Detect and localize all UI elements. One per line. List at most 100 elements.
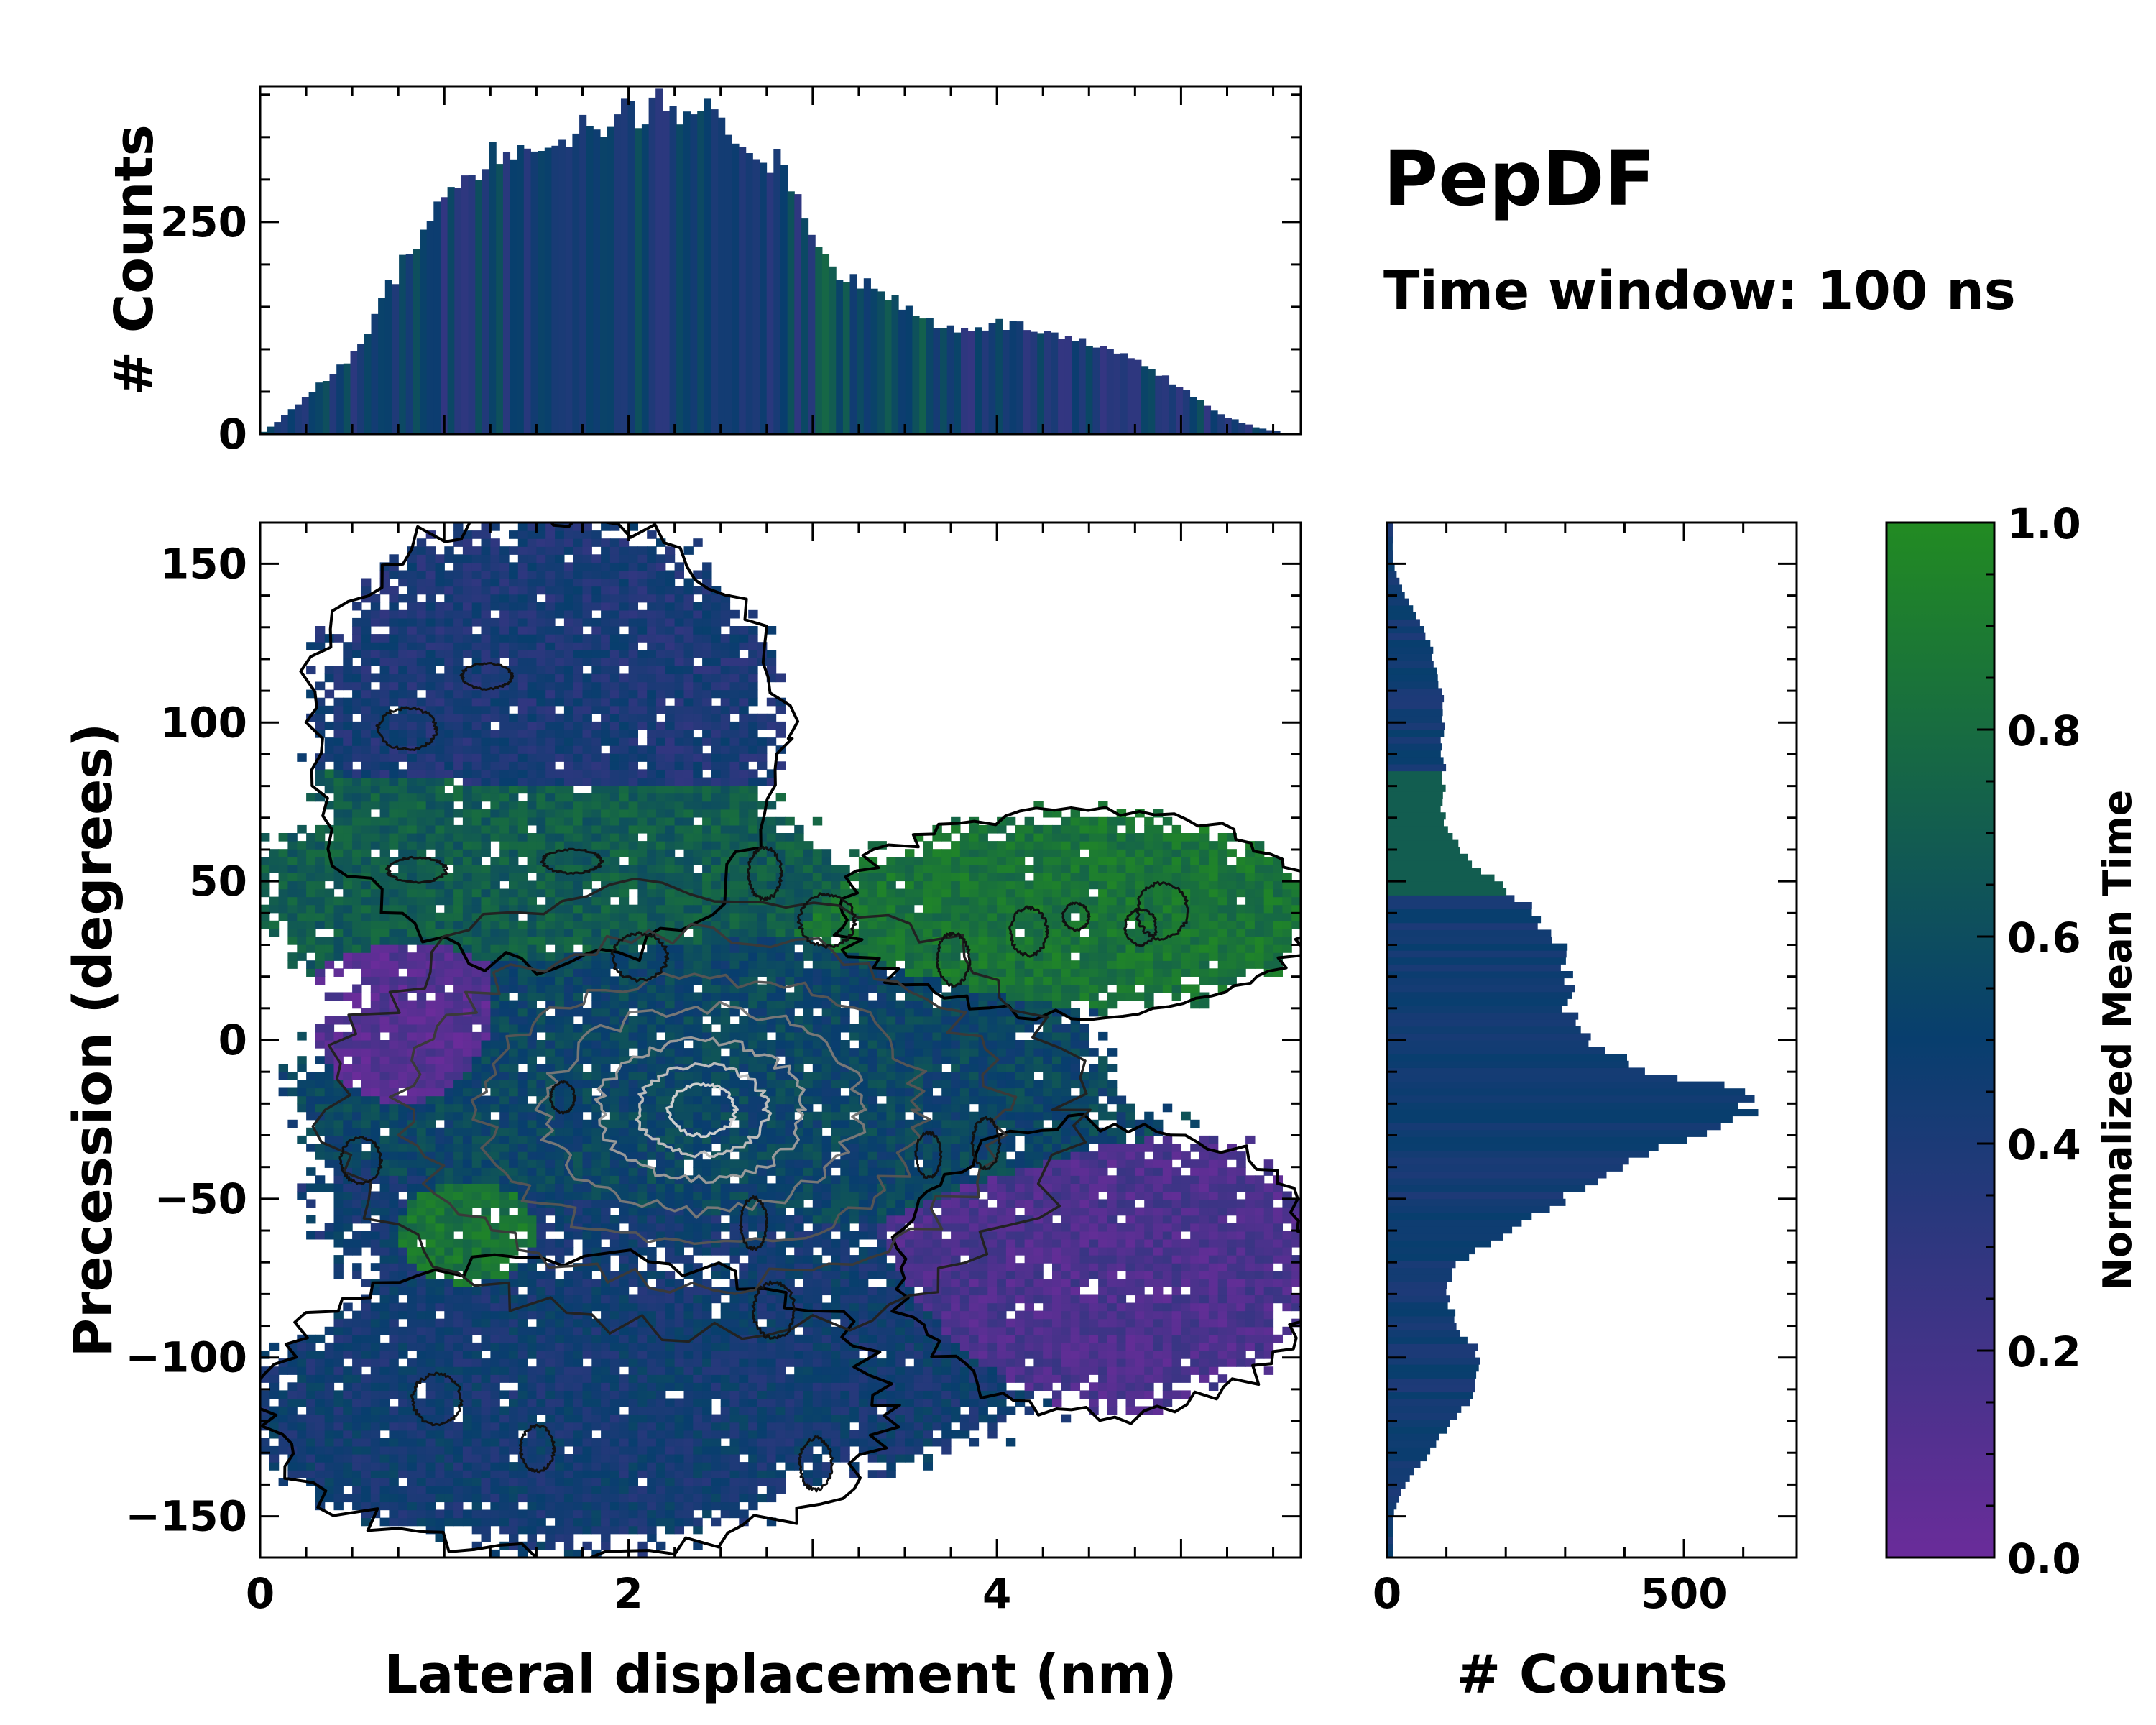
heatmap-cell [379,1366,390,1375]
heatmap-cell [582,1215,592,1224]
heatmap-cell [527,785,538,794]
heatmap-cell [389,928,399,937]
heatmap-cell [490,586,500,595]
heatmap-cell [647,1167,657,1176]
heatmap-cell [536,1366,546,1375]
heatmap-cell [601,610,611,619]
heatmap-cell [536,586,546,595]
heatmap-cell [462,1167,473,1176]
heatmap-cell [324,1462,335,1471]
heatmap-cell [389,912,399,921]
heatmap-cell [527,1525,538,1535]
heatmap-cell [573,642,584,650]
top-histogram-bar [648,97,656,434]
heatmap-cell [517,1358,528,1367]
heatmap-cell [609,1486,620,1494]
heatmap-cell [619,928,630,937]
heatmap-cell [628,546,639,555]
heatmap-cell [379,562,390,571]
heatmap-cell [628,1366,639,1375]
heatmap-cell [665,1031,676,1041]
heatmap-cell [527,626,538,635]
heatmap-cell [665,1087,676,1097]
heatmap-cell [490,1302,500,1312]
heatmap-cell [582,896,592,906]
heatmap-cell [517,968,528,977]
heatmap-cell [601,833,611,842]
heatmap-cell [453,793,464,802]
heatmap-cell [647,626,657,635]
top-histogram-bar [926,318,934,434]
heatmap-cell [517,809,528,818]
heatmap-cell [628,1087,639,1097]
heatmap-cell [563,1230,574,1240]
heatmap-cell [536,937,546,945]
heatmap-cell [435,865,445,873]
heatmap-cell [435,713,445,722]
heatmap-cell [333,1374,344,1383]
heatmap-cell [582,1144,592,1152]
heatmap-cell [306,1454,316,1463]
heatmap-cell [545,1390,556,1399]
heatmap-cell [637,658,648,666]
heatmap-cell [398,944,408,953]
heatmap-cell [674,1167,685,1176]
heatmap-cell [656,1144,666,1152]
heatmap-cell [306,888,316,898]
heatmap-cell [389,1175,399,1184]
heatmap-cell [628,666,639,675]
heatmap-cell [573,1199,584,1208]
heatmap-cell [517,523,528,531]
heatmap-cell [260,1438,270,1447]
heatmap-cell [545,873,556,882]
heatmap-cell [361,721,372,730]
heatmap-cell [481,1016,491,1025]
heatmap-cell [545,617,556,627]
heatmap-cell [499,554,510,563]
heatmap-cell [389,992,399,1001]
heatmap-cell [490,1517,500,1527]
heatmap-cell [361,634,372,643]
heatmap-cell [555,1374,565,1383]
heatmap-cell [352,896,362,906]
heatmap-cell [527,968,538,977]
heatmap-cell [416,1095,427,1105]
heatmap-cell [435,586,445,595]
heatmap-cell [656,1279,666,1287]
heatmap-cell [609,1144,620,1152]
heatmap-cell [361,650,372,658]
heatmap-cell [444,713,454,722]
top-histogram-bar [301,397,310,434]
heatmap-cell [425,1008,436,1017]
heatmap-cell [444,1414,454,1423]
heatmap-cell [637,705,648,714]
heatmap-cell [517,1119,528,1128]
heatmap-cell [416,809,427,818]
heatmap-cell [361,1414,372,1423]
heatmap-cell [527,920,538,929]
heatmap-cell [601,824,611,834]
heatmap-cell [619,1525,630,1535]
heatmap-cell [481,673,491,683]
heatmap-cell [509,865,519,873]
heatmap-cell [481,960,491,969]
heatmap-cell [370,705,381,714]
heatmap-cell [563,1541,574,1550]
heatmap-cell [499,1318,510,1328]
heatmap-cell [407,1374,418,1383]
heatmap-cell [481,1438,491,1447]
heatmap-cell [352,841,362,850]
heatmap-cell [656,984,666,993]
heatmap-cell [490,1366,500,1375]
heatmap-cell [601,1438,611,1447]
heatmap-cell [324,1406,335,1415]
heatmap-cell [563,1238,574,1248]
heatmap-cell [435,976,445,985]
heatmap-cell [591,785,602,794]
heatmap-cell [674,793,685,802]
heatmap-cell [481,785,491,794]
heatmap-cell [315,1406,326,1415]
heatmap-cell [601,1310,611,1320]
heatmap-cell [591,1199,602,1208]
heatmap-cell [324,1374,335,1383]
